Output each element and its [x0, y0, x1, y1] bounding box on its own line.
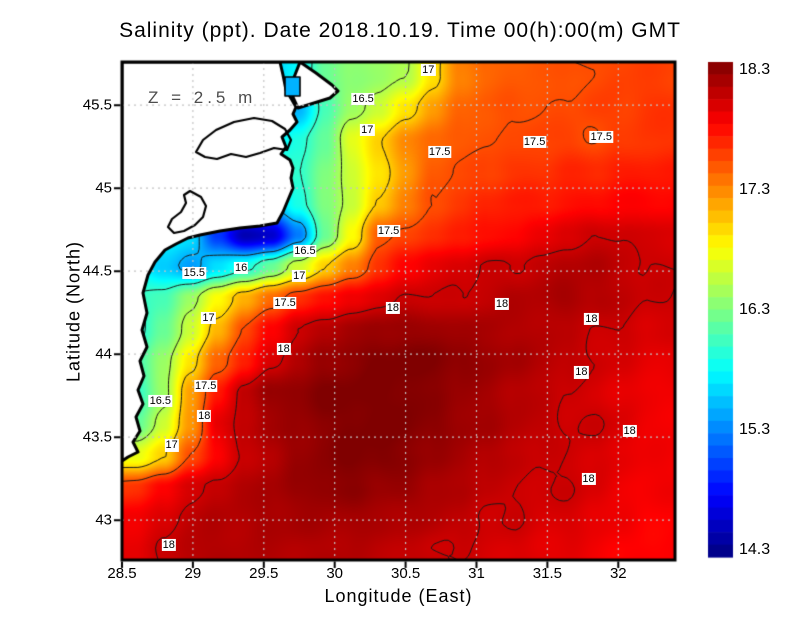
contour-label: 16.5: [351, 92, 375, 105]
x-tick-label: 29: [184, 565, 202, 582]
contour-label: 16.5: [148, 394, 172, 407]
y-tick-label: 44.5: [82, 262, 112, 280]
contour-label: 17.5: [589, 130, 613, 143]
depth-annotation: Z = 2.5 m: [148, 88, 257, 107]
colorbar-tick-label: 18.3: [739, 61, 771, 78]
colorbar-tick-label: 16.3: [739, 301, 771, 318]
contour-label: 17: [164, 439, 179, 452]
colorbar-tick-label: 15.3: [739, 421, 771, 438]
x-tick-label: 31: [468, 565, 485, 582]
y-tick-label: 43.5: [82, 428, 112, 446]
contour-label: 17: [360, 124, 375, 137]
contour-label: 18: [574, 366, 589, 379]
y-axis-label: Latitude (North): [63, 240, 84, 383]
contour-label: 18: [161, 539, 176, 552]
x-tick-label: 32: [609, 565, 627, 582]
y-tick-label: 43: [95, 511, 112, 529]
y-tick-label: 44: [95, 345, 112, 363]
x-tick-label: 29.5: [249, 565, 279, 582]
contour-label: 17.5: [273, 296, 297, 309]
chart-title: Salinity (ppt). Date 2018.10.19. Time 00…: [119, 19, 681, 42]
contour-label: 18: [622, 424, 637, 437]
contour-label: 18: [581, 472, 596, 485]
contour-label: 18: [276, 343, 291, 356]
contour-label: 17.5: [522, 135, 547, 148]
x-axis-label: Longitude (East): [324, 586, 473, 606]
y-tick-label: 45.5: [82, 96, 112, 114]
contour-label: 15.5: [182, 266, 207, 279]
contour-label: 17: [292, 270, 307, 283]
x-tick-label: 30: [326, 565, 344, 582]
contour-label: 17.5: [376, 225, 401, 238]
contour-label: 18: [584, 313, 599, 326]
colorbar-tick-label: 14.3: [739, 541, 771, 558]
x-tick-label: 28.5: [107, 565, 137, 582]
contour-label: 16: [233, 261, 249, 274]
contour-label: 17.5: [427, 145, 452, 158]
contour-label: 18: [494, 298, 510, 311]
contour-label: 17: [201, 311, 216, 324]
contour-label: 18: [385, 301, 400, 314]
x-tick-label: 31.5: [532, 565, 562, 582]
contour-label: 16.5: [293, 245, 317, 258]
colorbar-tick-label: 17.3: [739, 181, 771, 198]
contour-label: 18: [197, 409, 212, 422]
x-tick-label: 30.5: [390, 565, 421, 582]
contour-label: 17.5: [193, 379, 218, 392]
y-tick-label: 45: [95, 179, 112, 197]
contour-label: 17: [421, 64, 436, 77]
